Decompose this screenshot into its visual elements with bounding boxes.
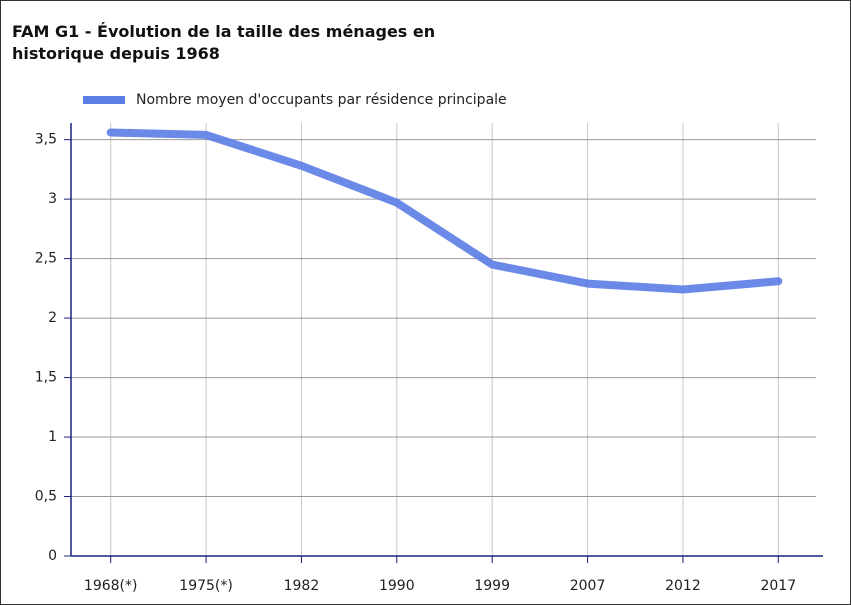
y-tick-label: 2,5	[35, 251, 57, 267]
y-tick-label: 2	[48, 310, 57, 326]
x-tick-label: 1982	[284, 578, 320, 594]
y-tick-label: 3,5	[35, 132, 57, 148]
x-tick-label: 1999	[474, 578, 510, 594]
x-tick-label: 2012	[665, 578, 701, 594]
y-tick-label: 0	[48, 548, 57, 564]
data-line	[106, 128, 783, 294]
x-tick-label: 1975(*)	[179, 578, 233, 594]
x-tick-label: 2007	[570, 578, 606, 594]
x-tick-label: 2017	[760, 578, 796, 594]
y-tick-label: 1,5	[35, 370, 57, 386]
x-tick-label: 1990	[379, 578, 415, 594]
x-tick-label: 1968(*)	[84, 578, 138, 594]
chart-title: FAM G1 - Évolution de la taille des ména…	[12, 22, 436, 63]
legend-label: Nombre moyen d'occupants par résidence p…	[136, 92, 507, 108]
y-tick-label: 1	[48, 429, 57, 445]
y-tick-label: 3	[48, 191, 57, 207]
y-tick-label: 0,5	[35, 489, 57, 505]
